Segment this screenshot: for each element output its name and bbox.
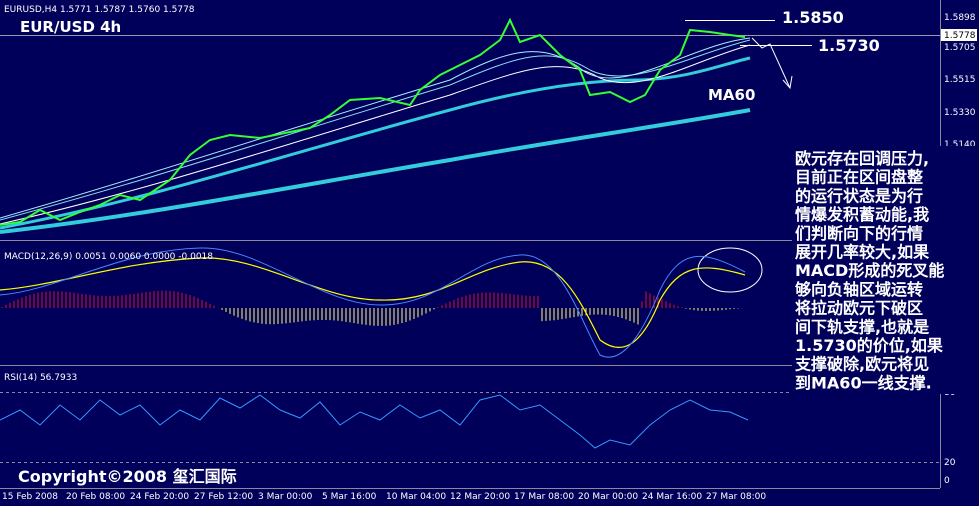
rsi-line [0, 394, 749, 449]
time-tick-label: 5 Mar 16:00 [322, 492, 377, 502]
macd-histogram [1, 290, 747, 326]
copyright: Copyright©2008 玺汇国际 [18, 467, 237, 486]
time-tick-label: 10 Mar 04:00 [386, 492, 446, 502]
support-label: 1.5730 [818, 36, 880, 55]
time-tick-label: 15 Feb 2008 [2, 492, 58, 502]
price-tick-label: 1.5515 [944, 75, 976, 85]
commentary-bg [792, 146, 979, 394]
time-tick-label: 12 Mar 20:00 [450, 492, 510, 502]
moving-averages [0, 37, 751, 234]
macd-label: MACD(12,26,9) 0.0051 0.0060 0.0000 -0.00… [4, 252, 213, 262]
chart-label: EUR/USD 4h [20, 18, 121, 36]
commentary-line: 目前正在区间盘整 [795, 168, 923, 187]
time-tick-label: 17 Mar 08:00 [514, 492, 574, 502]
commentary-line: 的运行状态是为行 [795, 186, 923, 205]
rsi-tick-label: 20 [944, 458, 956, 468]
macd-signal [0, 257, 746, 349]
commentary-line: 间下轨支撑,也就是 [795, 317, 929, 336]
time-tick-label: 24 Feb 20:00 [130, 492, 189, 502]
symbol-info: EURUSD,H4 1.5771 1.5787 1.5760 1.5778 [4, 5, 195, 15]
commentary-line: 支撑破除,欧元将见 [794, 355, 929, 374]
time-tick-label: 27 Mar 08:00 [706, 492, 766, 502]
macd-main [0, 247, 746, 358]
commentary-line: 将拉动欧元下破区 [795, 299, 923, 318]
time-tick-label: 20 Feb 08:00 [66, 492, 125, 502]
rsi-tick-label: 0 [944, 476, 950, 486]
time-tick-label: 24 Mar 16:00 [642, 492, 702, 502]
time-tick-label: 20 Mar 00:00 [578, 492, 638, 502]
price-tick-label: 1.5705 [944, 43, 976, 53]
commentary-line: 够向负轴区域运转 [794, 280, 923, 299]
time-tick-label: 3 Mar 00:00 [258, 492, 313, 502]
price-tick-label: 1.5140 [944, 140, 976, 150]
commentary-line: MACD形成的死叉能 [795, 261, 944, 280]
commentary-line: 到MA60一线支撑. [795, 373, 932, 392]
panel-borders [0, 0, 941, 489]
annotation-lines [685, 20, 812, 293]
price-line [0, 17, 746, 226]
rsi-label: RSI(14) 56.7933 [4, 373, 77, 383]
ma-label: MA60 [708, 86, 755, 104]
price-tick-label: 1.5898 [944, 13, 976, 23]
resistance-label: 1.5850 [782, 8, 844, 27]
price-tick-label: 1.5330 [944, 108, 976, 118]
price-tick-label: 1.5778 [944, 31, 976, 41]
commentary-line: 们判断向下的行情 [795, 224, 923, 243]
commentary-line: 1.5730的价位,如果 [795, 336, 943, 355]
commentary-line: 展开几率较大,如果 [795, 243, 929, 262]
current-price-box [941, 29, 977, 41]
commentary-line: 情爆发积蓄动能,我 [795, 205, 929, 224]
rsi-levels [0, 392, 940, 463]
time-tick-label: 27 Feb 12:00 [194, 492, 253, 502]
commentary-line: 欧元存在回调压力, [795, 149, 929, 168]
